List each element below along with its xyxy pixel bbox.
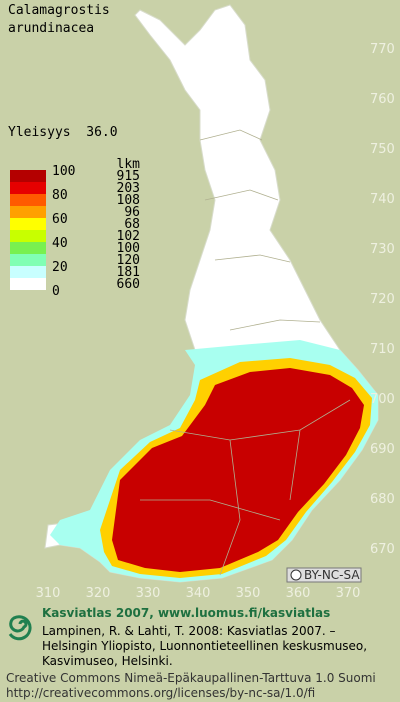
title-line: Calamagrostis bbox=[8, 3, 110, 18]
cc-badge bbox=[286, 567, 362, 583]
grid-label-y: 770 bbox=[370, 42, 395, 57]
legend-swatch bbox=[10, 278, 46, 290]
grid-label-x: 340 bbox=[186, 586, 211, 601]
legend-swatch bbox=[10, 254, 46, 266]
legend-swatch bbox=[10, 206, 46, 218]
citation-line: Lampinen, R. & Lahti, T. 2008: Kasviatla… bbox=[42, 624, 336, 638]
legend-count: 68 bbox=[124, 217, 140, 232]
grid-label-y: 760 bbox=[370, 92, 395, 107]
grid-label-y: 670 bbox=[370, 542, 395, 557]
grid-label-y: 690 bbox=[370, 442, 395, 457]
grid-label-y: 730 bbox=[370, 242, 395, 257]
legend-swatch bbox=[10, 170, 46, 182]
grid-label-x: 360 bbox=[286, 586, 311, 601]
license-line: Creative Commons Nimeä-Epäkaupallinen-Ta… bbox=[6, 671, 376, 685]
count-header: lkm bbox=[117, 157, 141, 172]
legend-count: 96 bbox=[124, 205, 140, 220]
legend-count: 102 bbox=[117, 229, 140, 244]
grid-label-x: 370 bbox=[336, 586, 361, 601]
citation-line: Helsingin Yliopisto, Luonnontieteellinen… bbox=[42, 639, 367, 653]
legend-scale-label: 20 bbox=[52, 260, 68, 275]
grid-label-y: 750 bbox=[370, 142, 395, 157]
citation-line: Kasvimuseo, Helsinki. bbox=[42, 654, 173, 668]
legend-count: 915 bbox=[117, 169, 140, 184]
grid-label-x: 350 bbox=[236, 586, 261, 601]
grid-label-x: 310 bbox=[36, 586, 61, 601]
legend-scale-label: 60 bbox=[52, 212, 68, 227]
legend-count: 120 bbox=[117, 253, 140, 268]
title-line: arundinacea bbox=[8, 21, 94, 36]
license-line: http://creativecommons.org/licenses/by-n… bbox=[6, 686, 315, 700]
region-borders bbox=[140, 129, 351, 576]
legend-swatch bbox=[10, 194, 46, 206]
frequency: Yleisyys 36.0 bbox=[8, 125, 118, 140]
grid-label-y: 700 bbox=[370, 392, 395, 407]
grid-label-y: 710 bbox=[370, 342, 395, 357]
logo bbox=[8, 615, 32, 641]
core-zone bbox=[112, 368, 364, 572]
legend-swatch bbox=[10, 182, 46, 194]
legend-scale-label: 0 bbox=[52, 284, 60, 299]
legend-count: 203 bbox=[117, 181, 140, 196]
legend-count: 660 bbox=[117, 277, 140, 292]
legend-swatch bbox=[10, 218, 46, 230]
legend-swatch bbox=[10, 266, 46, 278]
legend-scale-label: 80 bbox=[52, 188, 68, 203]
legend-count: 181 bbox=[117, 265, 140, 280]
legend-scale-label: 100 bbox=[52, 164, 75, 179]
grid-label-x: 330 bbox=[136, 586, 161, 601]
grid-label-y: 720 bbox=[370, 292, 395, 307]
map bbox=[44, 4, 379, 583]
legend-swatch bbox=[10, 242, 46, 254]
grid-label-y: 740 bbox=[370, 192, 395, 207]
grid-label-x: 320 bbox=[86, 586, 111, 601]
badge-text: BY-NC-SA bbox=[304, 568, 360, 582]
legend-scale-label: 40 bbox=[52, 236, 68, 251]
cc-icon bbox=[290, 569, 302, 581]
legend-swatch bbox=[10, 230, 46, 242]
legend-count: 100 bbox=[117, 241, 140, 256]
legend bbox=[10, 170, 46, 290]
footer-heading: Kasviatlas 2007, www.luomus.fi/kasviatla… bbox=[42, 606, 330, 620]
grid-label-y: 680 bbox=[370, 492, 395, 507]
legend-count: 108 bbox=[117, 193, 140, 208]
